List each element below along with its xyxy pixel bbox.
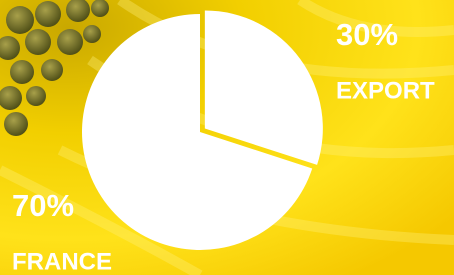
category-label: EXPORT: [336, 77, 435, 104]
chart: 30% EXPORT 70% FRANCE: [0, 0, 454, 275]
value-label: 30%: [336, 17, 398, 52]
value-label: 70%: [12, 188, 74, 223]
category-label: FRANCE: [12, 248, 112, 275]
